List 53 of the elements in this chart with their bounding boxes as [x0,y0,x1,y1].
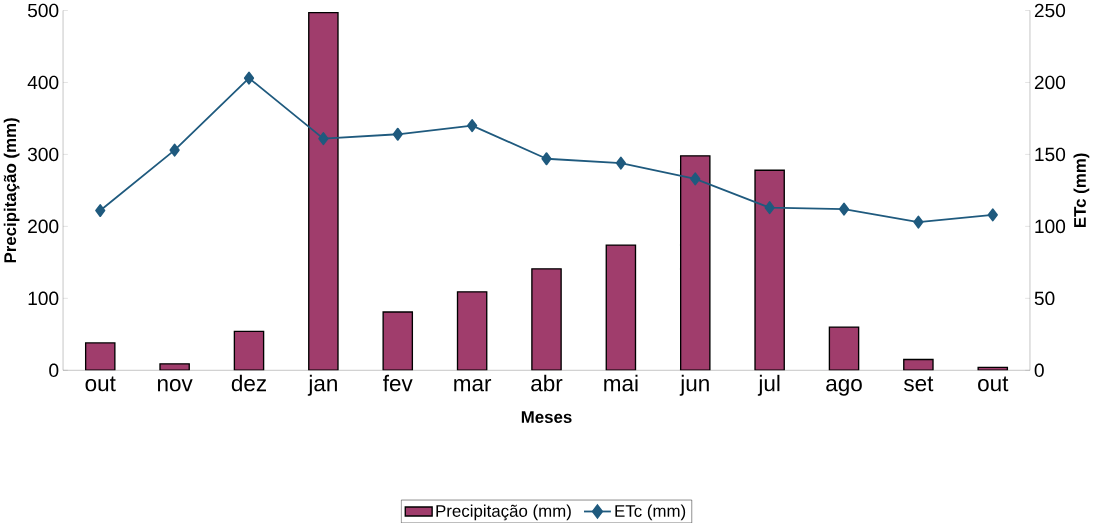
y-tick-label: 100 [28,291,59,306]
y2-tick-label: 150 [1035,147,1066,162]
bar [828,326,860,371]
point [243,71,255,85]
y-tick-label: 0 [49,363,59,377]
point [95,203,106,217]
point [987,208,998,222]
x-tick-label: mai [604,374,638,392]
x-tick-label: ago [826,378,862,396]
x-tick-label: mar [454,378,492,392]
x-tick-label: out [85,376,116,392]
point [615,156,626,170]
x-tick-label: dez [231,374,266,392]
y-tick-label: 400 [27,75,59,90]
x-tick-label: fev [383,374,413,392]
y2-tick-label: 0 [1034,363,1044,377]
y-tick-label: 300 [27,147,59,162]
point [467,119,478,133]
x-tick-label: jun [679,374,709,396]
y-axis-title: Precipitação (mm) [3,118,20,263]
bar [754,169,785,371]
y2-tick-label: 100 [1035,219,1066,234]
x-tick-label: jan [307,374,337,396]
x-tick-label: nov [157,378,193,392]
y2-tick-label: 250 [1034,3,1066,18]
x-tick-label: out [978,376,1009,392]
point [392,127,403,141]
x-tick-label: set [904,376,934,392]
bar [308,11,339,371]
point [318,131,329,146]
bar [531,268,562,371]
y-tick-label: 200 [28,219,59,234]
y2-tick-label: 50 [1034,291,1055,306]
bar [84,342,116,371]
legend-label: Precipitação (mm) [436,504,571,521]
y2-tick-label: 200 [1034,75,1066,90]
bar [456,291,488,371]
x-tick-label: jul [757,374,780,396]
y2-axis-title: ETc (mm) [1073,153,1090,227]
bar [233,330,265,371]
point [764,201,775,215]
point [169,143,180,157]
bar [382,311,414,371]
point [690,172,701,186]
y-tick-label: 500 [27,3,59,18]
point [541,152,552,166]
point [913,215,924,229]
x-tick-label: abr [531,374,563,392]
x-axis-title: Meses [521,411,572,423]
bar [605,244,637,371]
bar [679,155,711,371]
point [838,202,850,216]
legend-label: ETc (mm) [615,504,686,521]
